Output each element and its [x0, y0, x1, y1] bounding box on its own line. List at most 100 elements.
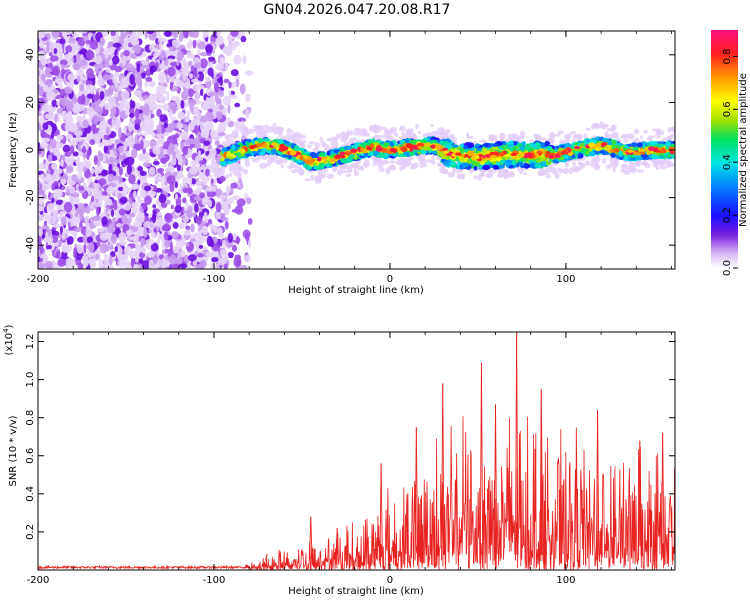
noise-blob: [160, 182, 165, 190]
noise-blob: [58, 46, 63, 55]
noise-blob: [62, 144, 71, 153]
noise-blob: [179, 224, 185, 230]
noise-blob: [158, 258, 162, 267]
noise-blob: [105, 90, 111, 97]
noise-blob: [224, 62, 229, 71]
noise-blob: [142, 162, 151, 168]
noise-blob: [85, 205, 91, 214]
noise-blob: [145, 68, 152, 77]
halo-blob: [488, 136, 495, 141]
noise-blob: [66, 157, 75, 164]
noise-blob: [123, 49, 130, 57]
noise-blob: [192, 39, 197, 49]
halo-blob: [436, 162, 443, 167]
noise-blob: [84, 215, 90, 224]
noise-blob: [76, 243, 84, 254]
noise-blob: [87, 187, 91, 195]
noise-blob: [245, 108, 250, 119]
noise-blob: [56, 204, 60, 209]
noise-blob: [89, 139, 96, 146]
noise-blob: [148, 166, 156, 177]
noise-blob: [166, 240, 170, 248]
noise-blob: [186, 109, 191, 117]
noise-blob: [226, 34, 233, 43]
noise-blob: [64, 151, 72, 157]
halo-blob: [584, 160, 591, 166]
noise-blob: [91, 195, 95, 203]
noise-blob: [57, 115, 61, 123]
halo-blob: [603, 123, 609, 128]
halo-blob: [356, 165, 365, 171]
noise-blob: [75, 183, 80, 191]
halo-blob: [601, 158, 607, 165]
noise-blob: [101, 36, 105, 46]
noise-blob: [144, 31, 149, 39]
noise-blob: [182, 145, 188, 156]
noise-blob: [140, 237, 144, 248]
noise-blob: [198, 160, 207, 165]
noise-blob: [78, 185, 85, 191]
noise-blob: [68, 36, 76, 46]
noise-blob: [169, 254, 177, 265]
halo-blob: [623, 138, 628, 143]
noise-blob: [99, 64, 104, 70]
noise-blob: [194, 67, 198, 78]
noise-blob: [150, 232, 157, 239]
noise-blob: [227, 251, 234, 259]
noise-blob: [114, 77, 118, 89]
noise-blob: [72, 229, 78, 241]
noise-blob: [168, 142, 175, 153]
noise-blob: [99, 122, 105, 131]
noise-blob: [77, 170, 83, 180]
noise-blob: [134, 118, 142, 125]
noise-blob: [42, 84, 49, 92]
noise-blob: [59, 59, 68, 66]
noise-blob: [200, 163, 206, 170]
noise-blob: [228, 42, 237, 51]
noise-blob: [167, 248, 171, 258]
halo-blob: [364, 159, 370, 163]
noise-blob: [223, 78, 230, 84]
noise-blob: [130, 38, 140, 46]
halo-blob: [290, 162, 294, 168]
noise-blob: [177, 80, 184, 88]
noise-blob: [214, 140, 220, 146]
halo-blob: [280, 163, 284, 169]
noise-blob: [155, 200, 159, 205]
noise-blob: [39, 244, 44, 255]
noise-blob: [222, 46, 230, 55]
noise-blob: [213, 263, 221, 269]
noise-blob: [213, 159, 217, 170]
noise-blob: [56, 168, 63, 175]
noise-blob: [72, 217, 79, 227]
noise-blob: [190, 178, 197, 185]
halo-blob: [246, 128, 255, 134]
noise-blob: [61, 230, 66, 241]
noise-blob: [170, 103, 177, 115]
noise-blob: [141, 202, 148, 210]
noise-blob: [154, 104, 163, 109]
noise-blob: [113, 92, 119, 98]
halo-blob: [400, 162, 406, 167]
noise-blob: [200, 127, 210, 139]
noise-blob: [42, 104, 49, 113]
noise-blob: [231, 233, 238, 241]
noise-blob: [97, 73, 102, 79]
noise-blob: [169, 80, 173, 91]
noise-blob: [191, 202, 196, 212]
noise-blob: [96, 227, 105, 232]
noise-blob: [219, 175, 226, 182]
noise-blob: [210, 264, 215, 269]
noise-blob: [168, 108, 173, 120]
noise-blob: [88, 242, 95, 254]
noise-blob: [184, 82, 191, 89]
noise-blob: [180, 67, 189, 72]
noise-blob: [56, 134, 64, 141]
noise-blob: [60, 216, 67, 226]
halo-blob: [395, 159, 402, 166]
noise-blob: [107, 210, 113, 215]
noise-blob: [52, 65, 61, 77]
noise-blob: [193, 105, 198, 116]
halo-blob: [595, 155, 599, 162]
noise-blob: [54, 77, 64, 84]
